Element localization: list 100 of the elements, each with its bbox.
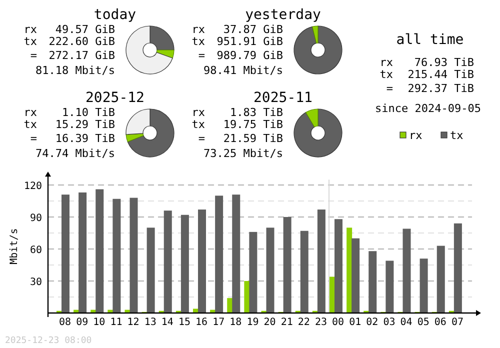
text: =: [30, 49, 38, 62]
y-tick-label: 90: [30, 213, 42, 224]
bar: [198, 210, 206, 313]
bar: [352, 238, 360, 313]
text: 73.25 Mbit/s: [204, 147, 283, 160]
x-tick-label: 19: [246, 317, 259, 328]
text: 76.93 TiB: [414, 56, 474, 69]
y-tick-label: 120: [24, 181, 42, 192]
x-tick-label: 23: [314, 317, 327, 328]
legend-label: rx: [409, 129, 423, 142]
text: since 2024-09-05: [375, 102, 481, 115]
x-tick-label: 15: [178, 317, 190, 328]
bar: [368, 251, 377, 313]
x-tick-label: 06: [434, 317, 446, 328]
text: 215.44 TiB: [408, 68, 474, 81]
text: rx: [380, 56, 394, 69]
bar: [420, 258, 428, 313]
bar: [215, 196, 224, 313]
bar: [283, 217, 292, 313]
text: 98.41 Mbit/s: [204, 64, 283, 77]
x-tick-label: 14: [161, 317, 174, 328]
bar: [266, 228, 274, 313]
text: 989.79 GiB: [216, 49, 284, 62]
text: 951.91 GiB: [216, 35, 284, 48]
x-tick-label: 18: [230, 317, 242, 328]
chart-title: yesterday: [245, 7, 321, 23]
y-axis-title: Mbit/s: [9, 228, 20, 264]
bar: [96, 189, 104, 313]
bar: [232, 194, 240, 313]
chart-title: 2025-12: [85, 90, 145, 106]
bar: [180, 214, 189, 313]
donut-slice: [156, 50, 174, 58]
x-tick-label: 05: [417, 317, 430, 328]
text: tx: [24, 35, 38, 48]
y-tick-label: 60: [30, 245, 42, 256]
donut-slice: [305, 108, 318, 128]
x-tick-label: 11: [110, 317, 122, 328]
text: 15.29 TiB: [55, 118, 116, 131]
x-tick-label: 17: [212, 317, 225, 328]
bar: [436, 246, 445, 313]
donut-slice: [126, 133, 144, 142]
x-tick-label: 21: [280, 317, 293, 328]
text: 21.59 TiB: [223, 132, 284, 145]
x-tick-label: 16: [196, 317, 208, 328]
text: 292.37 TiB: [408, 82, 474, 95]
bar: [112, 198, 121, 313]
x-tick-label: 12: [127, 317, 140, 328]
bar: [330, 276, 335, 313]
text: rx: [24, 23, 38, 36]
text: tx: [192, 118, 206, 131]
text: 222.60 GiB: [48, 35, 116, 48]
bar: [164, 210, 172, 313]
text: rx: [192, 23, 206, 36]
text: 1.83 TiB: [230, 106, 284, 119]
donut-slice: [127, 108, 174, 158]
text: =: [30, 132, 38, 145]
bar: [300, 230, 308, 313]
bar: [62, 194, 70, 313]
bar: [78, 192, 87, 313]
text: rx: [24, 106, 38, 119]
bar: [334, 219, 342, 313]
x-tick-label: 00: [332, 317, 344, 328]
x-tick-label: 03: [383, 317, 396, 328]
bar: [402, 228, 411, 313]
text: tx: [192, 35, 206, 48]
text: tx: [24, 118, 38, 131]
text: 272.17 GiB: [48, 49, 116, 62]
text: 74.74 Mbit/s: [36, 147, 115, 160]
text: =: [198, 132, 206, 145]
x-tick-label: 20: [264, 317, 276, 328]
bar: [346, 228, 352, 313]
x-tick-label: 01: [349, 317, 362, 328]
x-tick-label: 08: [59, 317, 72, 328]
donut-slice: [312, 26, 318, 44]
bar: [249, 232, 258, 313]
text: =: [198, 49, 206, 62]
x-tick-label: 07: [451, 317, 464, 328]
text: rx: [192, 106, 206, 119]
text: 19.75 TiB: [223, 118, 284, 131]
x-tick-label: 10: [93, 317, 106, 328]
bar: [317, 210, 326, 313]
text: =: [386, 82, 394, 95]
text: tx: [380, 68, 394, 81]
bar: [130, 198, 138, 313]
donut-slice: [294, 108, 342, 158]
x-tick-label: 04: [400, 317, 412, 328]
text: all time: [396, 32, 464, 48]
y-tick-label: 30: [30, 277, 42, 288]
text: 81.18 Mbit/s: [36, 64, 115, 77]
legend-label: tx: [450, 129, 464, 142]
bar: [146, 228, 155, 313]
bar: [386, 260, 394, 313]
x-tick-label: 09: [76, 317, 88, 328]
donut-slice: [126, 26, 173, 74]
x-tick-label: 22: [298, 317, 310, 328]
bar: [454, 223, 462, 313]
donut-slice: [294, 26, 342, 74]
chart-title: today: [94, 7, 136, 23]
text: 37.87 GiB: [223, 23, 284, 36]
text: 16.39 TiB: [55, 132, 116, 145]
